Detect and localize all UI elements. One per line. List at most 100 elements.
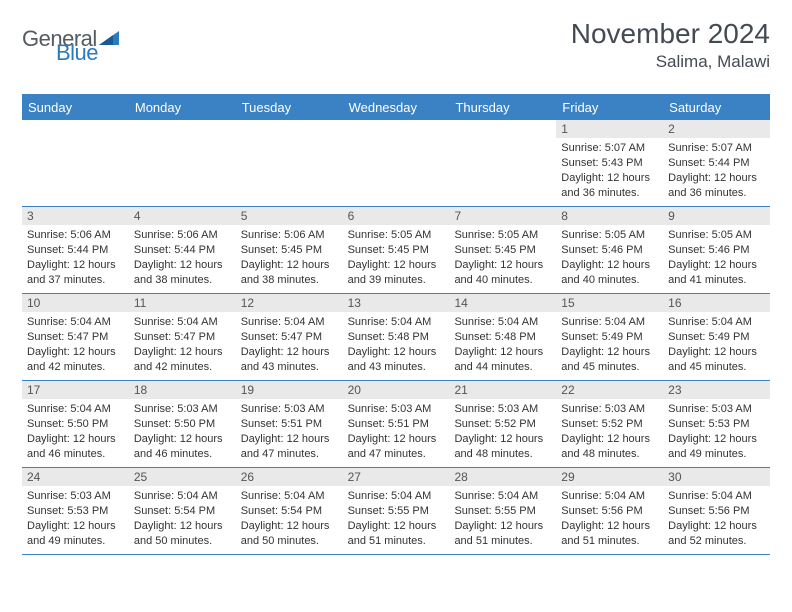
daylight-text: Daylight: 12 hours and 50 minutes. (134, 519, 231, 549)
week-row: 17Sunrise: 5:04 AMSunset: 5:50 PMDayligh… (22, 381, 770, 468)
day-content: Sunrise: 5:04 AMSunset: 5:56 PMDaylight:… (556, 486, 663, 552)
sunset-text: Sunset: 5:53 PM (27, 504, 124, 519)
day-content: Sunrise: 5:04 AMSunset: 5:47 PMDaylight:… (236, 312, 343, 378)
day-cell: . (236, 120, 343, 206)
daylight-text: Daylight: 12 hours and 46 minutes. (27, 432, 124, 462)
daylight-text: Daylight: 12 hours and 48 minutes. (561, 432, 658, 462)
daylight-text: Daylight: 12 hours and 36 minutes. (668, 171, 765, 201)
day-cell: 20Sunrise: 5:03 AMSunset: 5:51 PMDayligh… (343, 381, 450, 467)
daylight-text: Daylight: 12 hours and 42 minutes. (134, 345, 231, 375)
sunset-text: Sunset: 5:53 PM (668, 417, 765, 432)
sunrise-text: Sunrise: 5:04 AM (348, 315, 445, 330)
daylight-text: Daylight: 12 hours and 36 minutes. (561, 171, 658, 201)
day-cell: . (22, 120, 129, 206)
location: Salima, Malawi (571, 52, 770, 72)
daylight-text: Daylight: 12 hours and 42 minutes. (27, 345, 124, 375)
daylight-text: Daylight: 12 hours and 46 minutes. (134, 432, 231, 462)
day-cell: 13Sunrise: 5:04 AMSunset: 5:48 PMDayligh… (343, 294, 450, 380)
sunrise-text: Sunrise: 5:07 AM (561, 141, 658, 156)
day-cell: 8Sunrise: 5:05 AMSunset: 5:46 PMDaylight… (556, 207, 663, 293)
day-content: Sunrise: 5:04 AMSunset: 5:49 PMDaylight:… (663, 312, 770, 378)
sunset-text: Sunset: 5:54 PM (134, 504, 231, 519)
sunset-text: Sunset: 5:43 PM (561, 156, 658, 171)
day-number: 9 (663, 207, 770, 225)
daylight-text: Daylight: 12 hours and 41 minutes. (668, 258, 765, 288)
sunrise-text: Sunrise: 5:03 AM (134, 402, 231, 417)
day-cell: 14Sunrise: 5:04 AMSunset: 5:48 PMDayligh… (449, 294, 556, 380)
sunset-text: Sunset: 5:49 PM (561, 330, 658, 345)
sunset-text: Sunset: 5:55 PM (348, 504, 445, 519)
week-row: .....1Sunrise: 5:07 AMSunset: 5:43 PMDay… (22, 120, 770, 207)
day-content: Sunrise: 5:05 AMSunset: 5:45 PMDaylight:… (449, 225, 556, 291)
calendar: SundayMondayTuesdayWednesdayThursdayFrid… (22, 94, 770, 555)
daylight-text: Daylight: 12 hours and 38 minutes. (241, 258, 338, 288)
sunrise-text: Sunrise: 5:04 AM (27, 315, 124, 330)
sunset-text: Sunset: 5:52 PM (454, 417, 551, 432)
day-content: Sunrise: 5:03 AMSunset: 5:53 PMDaylight:… (22, 486, 129, 552)
day-cell: 9Sunrise: 5:05 AMSunset: 5:46 PMDaylight… (663, 207, 770, 293)
daylight-text: Daylight: 12 hours and 51 minutes. (348, 519, 445, 549)
day-number: 4 (129, 207, 236, 225)
day-number: 28 (449, 468, 556, 486)
sunrise-text: Sunrise: 5:04 AM (27, 402, 124, 417)
daylight-text: Daylight: 12 hours and 38 minutes. (134, 258, 231, 288)
weeks-container: .....1Sunrise: 5:07 AMSunset: 5:43 PMDay… (22, 120, 770, 555)
day-number: 5 (236, 207, 343, 225)
day-number: 11 (129, 294, 236, 312)
day-content: Sunrise: 5:06 AMSunset: 5:44 PMDaylight:… (129, 225, 236, 291)
day-content: Sunrise: 5:06 AMSunset: 5:45 PMDaylight:… (236, 225, 343, 291)
sunset-text: Sunset: 5:48 PM (348, 330, 445, 345)
week-row: 10Sunrise: 5:04 AMSunset: 5:47 PMDayligh… (22, 294, 770, 381)
sunrise-text: Sunrise: 5:04 AM (134, 489, 231, 504)
day-cell: 10Sunrise: 5:04 AMSunset: 5:47 PMDayligh… (22, 294, 129, 380)
sunrise-text: Sunrise: 5:03 AM (241, 402, 338, 417)
day-content: Sunrise: 5:05 AMSunset: 5:46 PMDaylight:… (663, 225, 770, 291)
day-header: Thursday (449, 96, 556, 120)
daylight-text: Daylight: 12 hours and 44 minutes. (454, 345, 551, 375)
daylight-text: Daylight: 12 hours and 40 minutes. (454, 258, 551, 288)
day-number: 14 (449, 294, 556, 312)
sunrise-text: Sunrise: 5:05 AM (668, 228, 765, 243)
sunrise-text: Sunrise: 5:03 AM (454, 402, 551, 417)
sunrise-text: Sunrise: 5:04 AM (454, 489, 551, 504)
sunrise-text: Sunrise: 5:04 AM (241, 315, 338, 330)
month-title: November 2024 (571, 18, 770, 50)
day-cell: 24Sunrise: 5:03 AMSunset: 5:53 PMDayligh… (22, 468, 129, 554)
day-cell: 25Sunrise: 5:04 AMSunset: 5:54 PMDayligh… (129, 468, 236, 554)
sunrise-text: Sunrise: 5:06 AM (241, 228, 338, 243)
day-cell: 3Sunrise: 5:06 AMSunset: 5:44 PMDaylight… (22, 207, 129, 293)
week-row: 3Sunrise: 5:06 AMSunset: 5:44 PMDaylight… (22, 207, 770, 294)
day-content: Sunrise: 5:06 AMSunset: 5:44 PMDaylight:… (22, 225, 129, 291)
sunset-text: Sunset: 5:55 PM (454, 504, 551, 519)
daylight-text: Daylight: 12 hours and 40 minutes. (561, 258, 658, 288)
day-cell: 21Sunrise: 5:03 AMSunset: 5:52 PMDayligh… (449, 381, 556, 467)
day-content: Sunrise: 5:04 AMSunset: 5:54 PMDaylight:… (129, 486, 236, 552)
day-number: 1 (556, 120, 663, 138)
day-cell: 2Sunrise: 5:07 AMSunset: 5:44 PMDaylight… (663, 120, 770, 206)
day-number: 27 (343, 468, 450, 486)
day-number: 7 (449, 207, 556, 225)
day-cell: 11Sunrise: 5:04 AMSunset: 5:47 PMDayligh… (129, 294, 236, 380)
day-number: 15 (556, 294, 663, 312)
day-content: Sunrise: 5:04 AMSunset: 5:54 PMDaylight:… (236, 486, 343, 552)
daylight-text: Daylight: 12 hours and 50 minutes. (241, 519, 338, 549)
sunrise-text: Sunrise: 5:04 AM (454, 315, 551, 330)
sunrise-text: Sunrise: 5:03 AM (561, 402, 658, 417)
sunrise-text: Sunrise: 5:03 AM (348, 402, 445, 417)
day-number: 2 (663, 120, 770, 138)
sunrise-text: Sunrise: 5:05 AM (454, 228, 551, 243)
day-cell: 7Sunrise: 5:05 AMSunset: 5:45 PMDaylight… (449, 207, 556, 293)
daylight-text: Daylight: 12 hours and 49 minutes. (668, 432, 765, 462)
day-content: Sunrise: 5:03 AMSunset: 5:52 PMDaylight:… (449, 399, 556, 465)
sunrise-text: Sunrise: 5:04 AM (348, 489, 445, 504)
daylight-text: Daylight: 12 hours and 47 minutes. (241, 432, 338, 462)
day-number: 6 (343, 207, 450, 225)
sunset-text: Sunset: 5:52 PM (561, 417, 658, 432)
sunrise-text: Sunrise: 5:03 AM (27, 489, 124, 504)
day-content: Sunrise: 5:07 AMSunset: 5:43 PMDaylight:… (556, 138, 663, 204)
day-number: 30 (663, 468, 770, 486)
daylight-text: Daylight: 12 hours and 39 minutes. (348, 258, 445, 288)
sunset-text: Sunset: 5:49 PM (668, 330, 765, 345)
daylight-text: Daylight: 12 hours and 48 minutes. (454, 432, 551, 462)
day-number: 8 (556, 207, 663, 225)
